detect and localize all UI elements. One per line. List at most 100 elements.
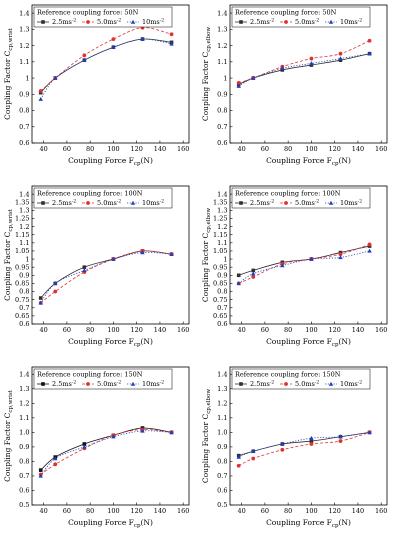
x-tick-label: 80 [284, 326, 292, 334]
y-tick-label: 1.3 [217, 26, 227, 34]
y-tick-label: 0.8 [217, 107, 227, 115]
data-point [111, 37, 116, 41]
data-point [338, 51, 343, 56]
y-tick-label: 1.35 [15, 198, 29, 206]
x-tick-label: 80 [86, 145, 94, 153]
data-point [338, 439, 343, 443]
x-tick-label: 80 [284, 507, 292, 515]
y-tick-label: 0.65 [213, 312, 227, 320]
x-tick-label: 100 [305, 507, 317, 515]
series-line [40, 427, 172, 471]
data-point [82, 268, 87, 273]
data-point [367, 242, 372, 247]
legend-title: Reference coupling force: 150N [37, 371, 143, 379]
y-axis-label: Coupling Factor Ccp,wrist [3, 27, 14, 120]
data-point [86, 201, 90, 205]
x-tick-label: 100 [305, 326, 317, 334]
y-tick-label: 0.8 [217, 458, 227, 466]
data-point [140, 250, 145, 255]
y-tick-label: 1.4 [217, 9, 227, 17]
y-tick-label: 1.05 [213, 247, 227, 255]
series-line [238, 53, 370, 85]
x-axis-label: Coupling Force Fcp(N) [68, 337, 153, 348]
y-tick-label: 1.1 [19, 58, 29, 66]
y-tick-label: 1.2 [19, 223, 29, 231]
legend-entry: 10ms-2 [142, 199, 164, 208]
data-point [284, 20, 288, 24]
series-line [40, 250, 172, 299]
x-tick-label: 60 [63, 326, 71, 334]
y-tick-label: 1.0 [217, 429, 227, 437]
y-tick-label: 0.8 [19, 288, 29, 296]
data-point [309, 56, 314, 61]
y-tick-label: 1.3 [217, 207, 227, 215]
y-tick-label: 0.9 [19, 271, 29, 279]
x-tick-label: 120 [328, 145, 340, 153]
x-tick-label: 40 [39, 145, 47, 153]
legend-title: Reference coupling force: 100N [235, 190, 341, 198]
y-tick-label: 1.25 [213, 215, 227, 223]
x-tick-label: 40 [39, 326, 47, 334]
data-point [111, 44, 116, 49]
data-point [53, 281, 58, 286]
data-point [236, 273, 241, 278]
legend-entry: 10ms-2 [142, 18, 164, 27]
chart-panel: 40 60 80 100 120 140 160 0.6 0.7 0.8 0.9 1 1.1 1.2 1.3… [3, 4, 190, 167]
x-tick-label: 120 [130, 145, 142, 153]
y-tick-label: 1.0 [19, 429, 29, 437]
legend-box [33, 6, 173, 28]
y-tick-label: 0.6 [217, 320, 227, 328]
chart-panel: 40 60 80 100 120 140 160 0.6 0.7 0.8 0.9 1 1.1 1.2 1.3… [201, 4, 388, 167]
x-axis-label: Coupling Force Fcp(N) [266, 518, 351, 529]
y-tick-label: 1.2 [19, 400, 29, 408]
data-point [86, 382, 90, 386]
legend-box [33, 187, 173, 209]
legend-entry: 10ms-2 [142, 380, 164, 389]
data-point [38, 300, 43, 305]
x-tick-label: 60 [261, 326, 269, 334]
data-point [82, 53, 87, 58]
x-tick-label: 60 [63, 145, 71, 153]
y-tick-label: 0.65 [15, 312, 29, 320]
data-point [338, 434, 343, 439]
y-tick-label: 1.4 [217, 190, 227, 198]
y-tick-label: 0.5 [217, 501, 227, 509]
y-tick-label: 0.75 [15, 296, 29, 304]
y-tick-label: 0.95 [213, 263, 227, 271]
data-point [130, 381, 136, 386]
y-tick-label: 1.3 [19, 385, 29, 393]
data-point [284, 201, 288, 205]
data-point [280, 441, 285, 446]
series-line [40, 38, 172, 93]
legend-box [231, 187, 371, 209]
y-tick-label: 0.85 [15, 280, 29, 288]
y-axis-label: Coupling Factor Ccp,wrist [3, 208, 14, 301]
data-point [280, 447, 285, 452]
y-tick-label: 0.9 [217, 443, 227, 451]
x-axis-label: Coupling Force Fcp(N) [68, 156, 153, 167]
data-point [53, 75, 58, 80]
data-point [38, 96, 43, 101]
y-tick-label: 1.1 [19, 414, 29, 422]
x-tick-label: 40 [39, 507, 47, 515]
legend-entry: 10ms-2 [340, 18, 362, 27]
legend-entry: 10ms-2 [340, 199, 362, 208]
y-axis-label: Coupling Factor Ccp,wrist [3, 389, 14, 482]
y-tick-label: 0.7 [19, 472, 29, 480]
series-line [238, 53, 370, 87]
x-tick-label: 100 [305, 145, 317, 153]
plot-frame [31, 4, 190, 144]
y-tick-label: 0.6 [19, 320, 29, 328]
x-tick-label: 160 [177, 507, 189, 515]
data-point [41, 382, 45, 386]
data-point [140, 36, 145, 41]
data-point [236, 281, 241, 286]
series-line [238, 250, 370, 284]
legend-entry: 2.5ms-2 [250, 18, 274, 27]
legend-entry: 2.5ms-2 [52, 199, 76, 208]
legend-title: Reference coupling force: 50N [37, 9, 139, 17]
data-point [239, 382, 243, 386]
x-tick-label: 100 [107, 145, 119, 153]
data-point [130, 200, 136, 205]
